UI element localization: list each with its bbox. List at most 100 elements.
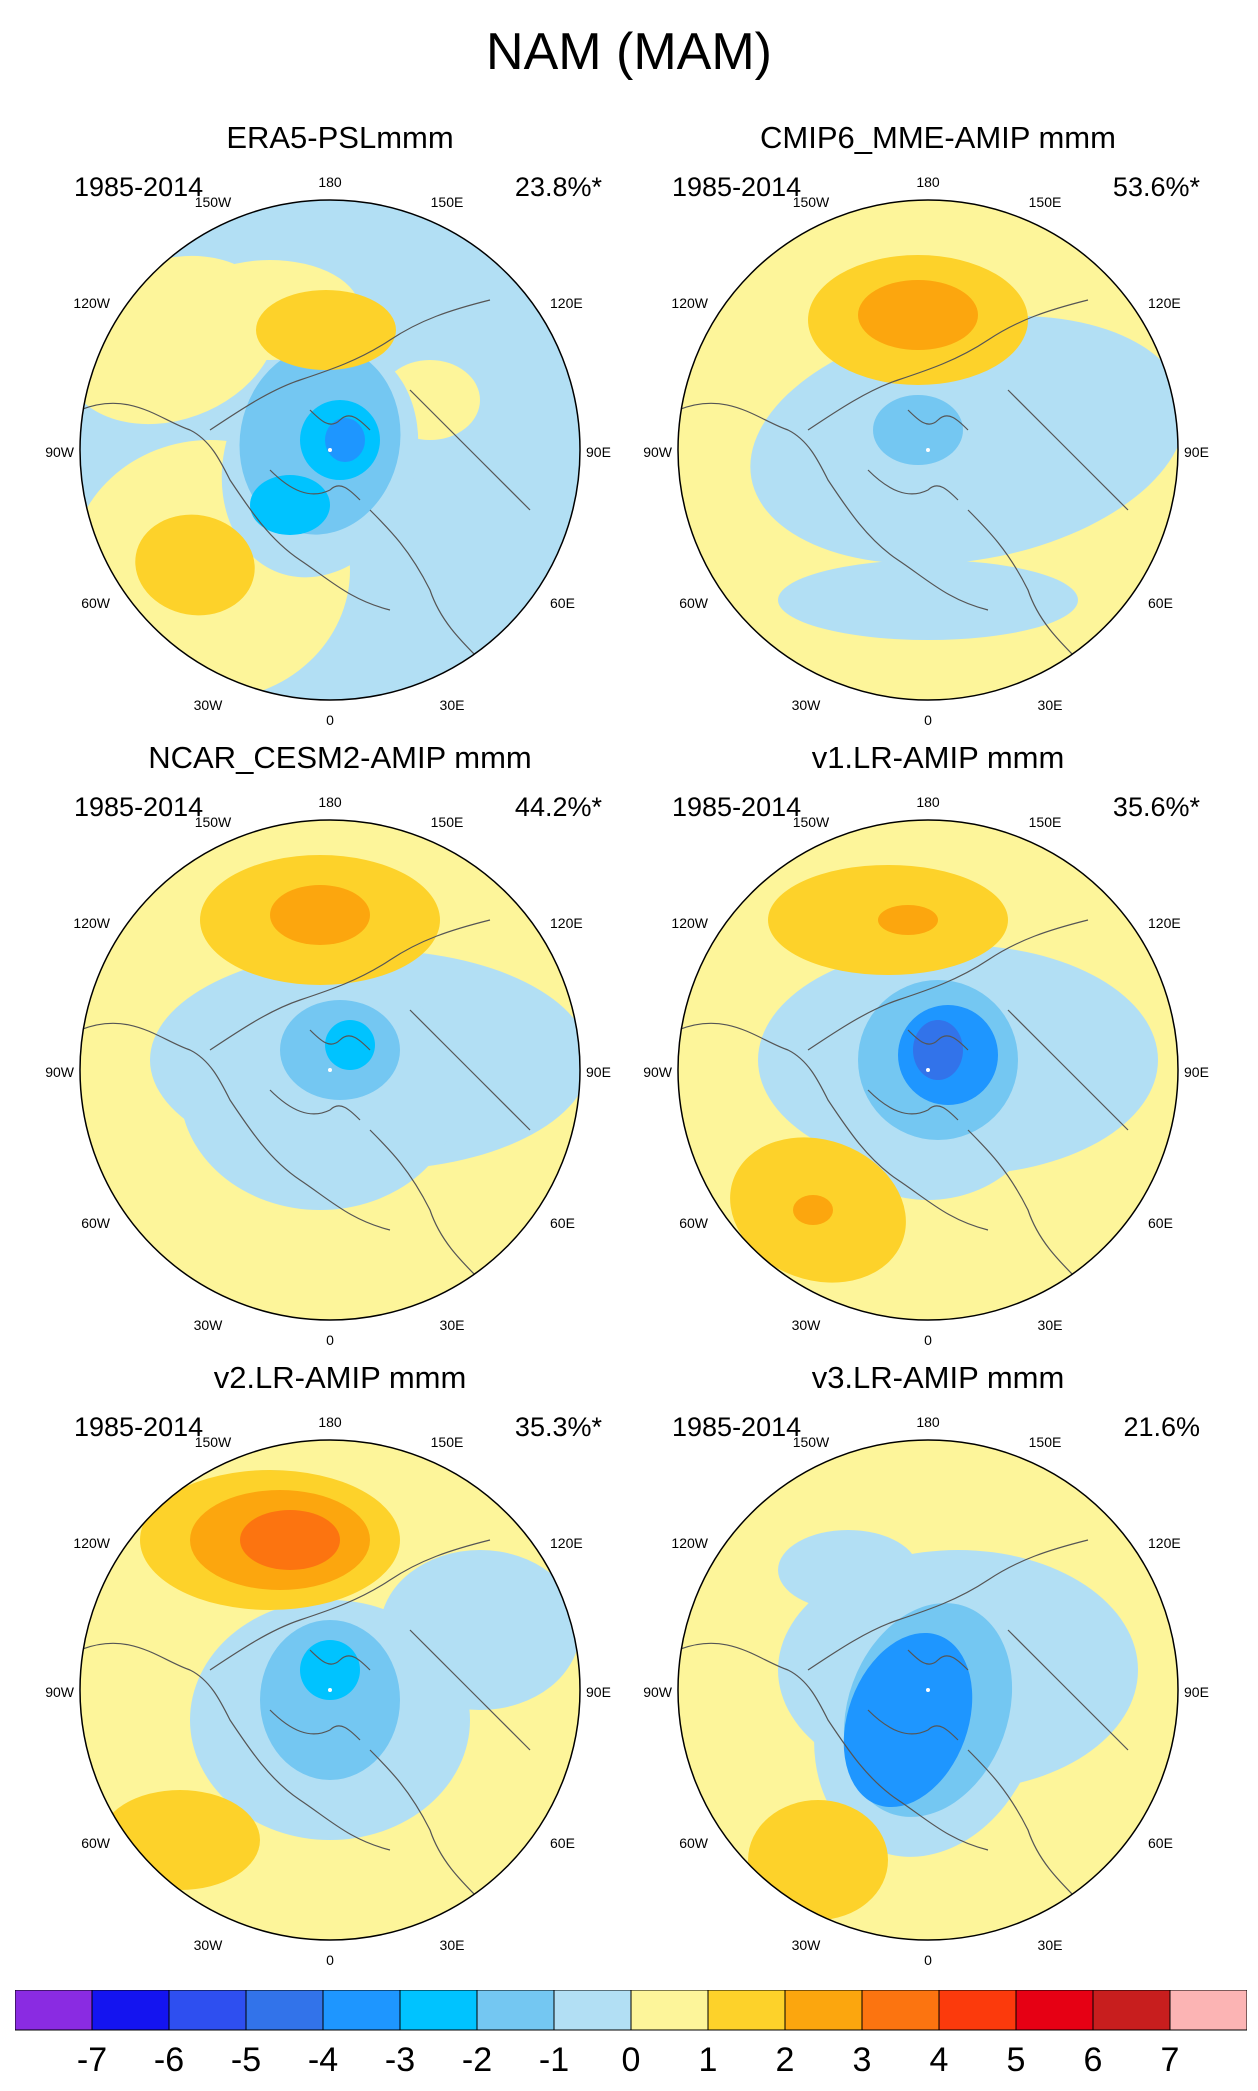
polar-map: 180 150W 150E 120W 120E 90W 90E 60W 60E 30W 30E 0 [45,794,611,1348]
longitude-label: 120W [671,295,708,311]
coastline [309,1649,371,1671]
map-panel: CMIP6_MME-AMIP mmm 1985-2014 53.6%* 180 150W… [643,120,1218,760]
coastline [369,1129,481,1281]
longitude-label: 0 [924,712,932,728]
anomaly-contour [778,1530,918,1610]
longitude-label: 90E [586,1684,611,1700]
longitude-label: 30E [440,1317,465,1333]
anomaly-contour [325,1020,375,1070]
longitude-label: 0 [326,1952,334,1968]
longitude-label: 120E [1148,1535,1181,1551]
colorbar-swatch [15,1990,93,2031]
coastline [369,1749,481,1901]
longitude-label: 90W [643,1064,673,1080]
coastline [80,402,391,611]
coastline [807,1539,1089,1671]
colorbar-swatch [861,1990,940,2031]
colorbar-tick-label: 1 [698,2041,718,2079]
anomaly-contour [750,315,1178,565]
colorbar-tick-label: -1 [538,2041,570,2079]
panel-period: 1985-2014 [74,792,204,822]
longitude-label: 90W [45,444,75,460]
panel-title: v2.LR-AMIP mmm [213,1360,467,1395]
coastline [409,389,531,511]
colorbar-swatch [168,1990,247,2031]
colorbar-swatch [245,1990,324,2031]
coastline [967,1129,1079,1281]
coastline [269,1089,361,1121]
colorbar-swatch [399,1990,478,2031]
coastline [269,469,361,501]
longitude-label: 90W [45,1064,75,1080]
coastline [369,509,481,661]
coastline [209,1539,491,1671]
colorbar-tick-label: 4 [929,2041,949,2079]
panel-variance-percent: 53.6%* [1112,172,1200,202]
colorbar-tick-label: -2 [461,2041,493,2079]
longitude-label: 150E [1029,194,1062,210]
longitude-label: 90E [1184,444,1209,460]
longitude-label: 60E [550,595,575,611]
longitude-label: 150E [1029,1434,1062,1450]
map-border [677,819,1179,1321]
coastline [907,1649,969,1671]
coastline [80,1642,391,1851]
longitude-label: 0 [924,1332,932,1348]
coastline [867,469,959,501]
longitude-label: 120E [550,1535,583,1551]
longitude-label: 30W [792,1937,822,1953]
longitude-label: 180 [916,1414,940,1430]
coastline [967,1749,1079,1901]
longitude-label: 0 [326,712,334,728]
longitude-label: 90W [643,1684,673,1700]
colorbar [15,1990,1247,2031]
north-pole-marker [328,448,332,452]
coastline [309,1029,371,1051]
anomaly-contour [843,1632,973,1808]
map-border [79,1439,581,1941]
longitude-label: 30W [792,1317,822,1333]
longitude-label: 180 [916,174,940,190]
coastline [967,509,1079,661]
colorbar-tick-label: 5 [1006,2041,1026,2079]
anomaly-contour [913,1020,963,1080]
colorbar-swatch [938,1990,1017,2031]
anomaly-contour [873,395,963,465]
north-pole-marker [926,448,930,452]
coastline [209,299,491,431]
longitude-label: 60W [679,1835,709,1851]
longitude-label: 180 [318,174,342,190]
longitude-label: 0 [924,1952,932,1968]
anomaly-contour [135,514,255,616]
map-border [79,199,581,701]
polar-map: 180 150W 150E 120W 120E 90W 90E 60W 60E 30W 30E 0 [45,174,611,728]
map-panel: v2.LR-AMIP mmm 1985-2014 35.3%* 180 150W 150E… [45,1360,620,2000]
anomaly-contour [256,290,396,370]
longitude-label: 120E [550,295,583,311]
colorbar-swatch [1092,1990,1171,2031]
panel-title: ERA5-PSLmmm [226,120,454,155]
coastline [678,402,989,611]
colorbar-labels: -7 -6 -5 -4 -3 -2 -1 0 1 2 3 4 5 6 7 [15,2041,1247,2081]
longitude-label: 120E [1148,295,1181,311]
coastline [867,1709,959,1741]
coastline [807,919,1089,1051]
anomaly-contour [793,1195,833,1225]
colorbar-tick-label: -3 [384,2041,416,2079]
panel-variance-percent: 21.6% [1123,1412,1200,1442]
longitude-label: 30E [1038,1937,1063,1953]
longitude-label: 90W [643,444,673,460]
longitude-label: 90E [1184,1684,1209,1700]
colorbar-swatch [1169,1990,1247,2031]
longitude-label: 90E [1184,1064,1209,1080]
panel-variance-percent: 35.3%* [514,1412,602,1442]
colorbar-swatch [322,1990,401,2031]
coastline [1007,1009,1129,1131]
longitude-label: 120W [73,1535,110,1551]
longitude-label: 90W [45,1684,75,1700]
longitude-label: 120E [1148,915,1181,931]
longitude-label: 150E [431,814,464,830]
panel-period: 1985-2014 [672,792,802,822]
colorbar-swatch [553,1990,632,2031]
longitude-label: 60W [81,1835,111,1851]
